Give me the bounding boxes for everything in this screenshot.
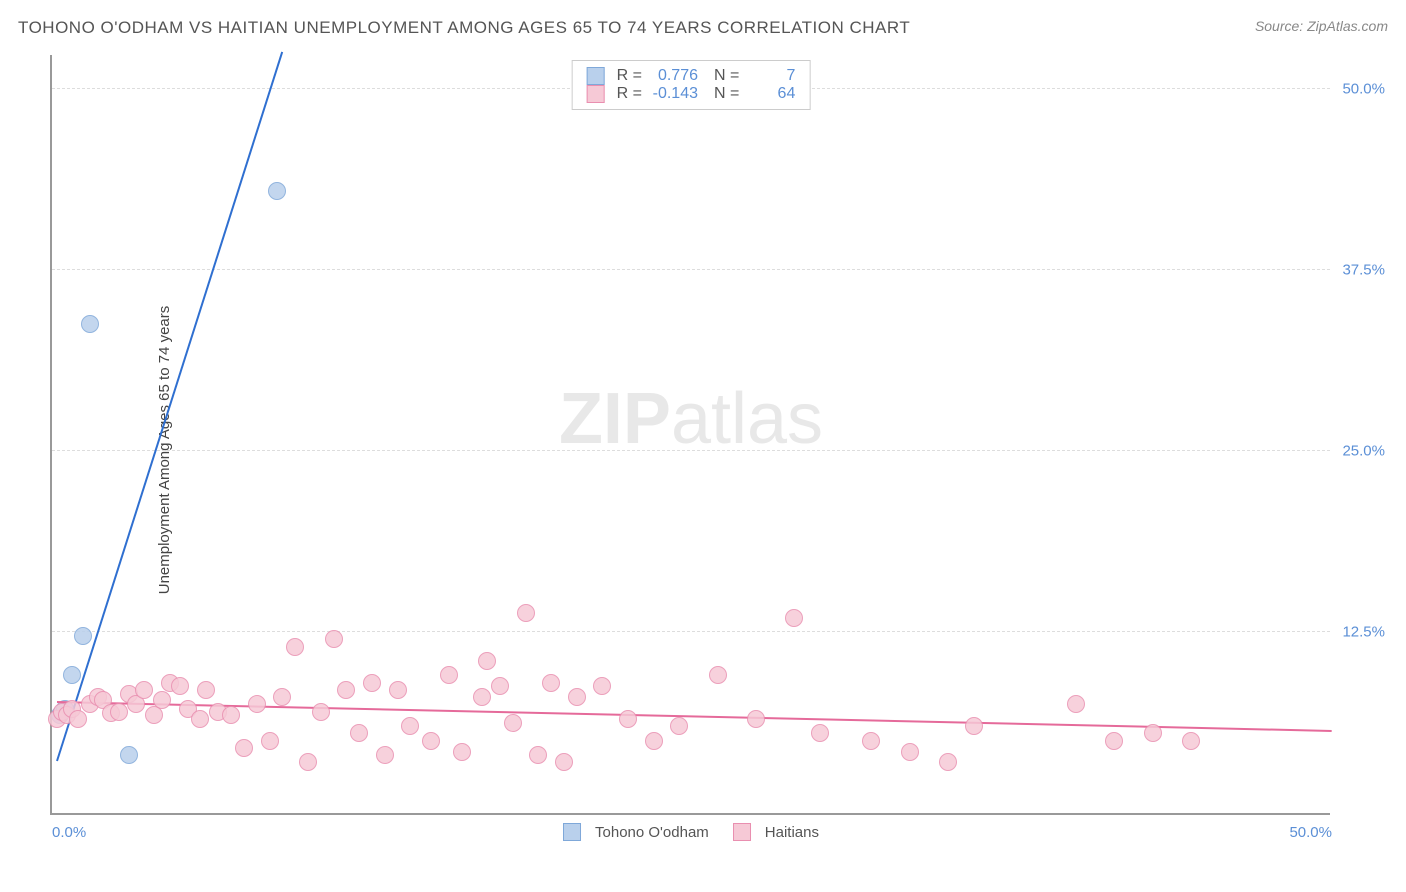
data-point	[862, 732, 880, 750]
data-point	[473, 688, 491, 706]
x-tick-label: 50.0%	[1289, 824, 1332, 841]
data-point	[491, 677, 509, 695]
data-point	[74, 627, 92, 645]
data-point	[504, 714, 522, 732]
watermark: ZIPatlas	[559, 378, 823, 460]
grid-line	[52, 269, 1330, 270]
chart-title: TOHONO O'ODHAM VS HAITIAN UNEMPLOYMENT A…	[18, 18, 910, 38]
data-point	[153, 691, 171, 709]
data-point	[268, 182, 286, 200]
grid-line	[52, 631, 1330, 632]
series-legend: Tohono O'odham Haitians	[563, 823, 819, 841]
legend-swatch-pink	[587, 85, 605, 103]
source-attribution: Source: ZipAtlas.com	[1255, 18, 1388, 34]
legend-r-value: -0.143	[648, 85, 698, 103]
data-point	[376, 746, 394, 764]
legend-n-value: 64	[745, 85, 795, 103]
correlation-legend: R = 0.776 N = 7 R = -0.143 N = 64	[572, 60, 811, 110]
legend-row: R = 0.776 N = 7	[587, 67, 796, 85]
data-point	[171, 677, 189, 695]
data-point	[197, 681, 215, 699]
data-point	[478, 652, 496, 670]
data-point	[529, 746, 547, 764]
data-point	[312, 703, 330, 721]
scatter-plot: ZIPatlas R = 0.776 N = 7 R = -0.143 N = …	[50, 55, 1330, 815]
trend-line	[56, 52, 283, 762]
data-point	[222, 706, 240, 724]
legend-item: Haitians	[733, 823, 819, 841]
data-point	[901, 743, 919, 761]
legend-r-value: 0.776	[648, 67, 698, 85]
y-tick-label: 50.0%	[1342, 81, 1385, 98]
data-point	[401, 717, 419, 735]
data-point	[248, 695, 266, 713]
data-point	[645, 732, 663, 750]
data-point	[63, 666, 81, 684]
y-tick-label: 12.5%	[1342, 624, 1385, 641]
watermark-bold: ZIP	[559, 379, 671, 459]
data-point	[235, 739, 253, 757]
data-point	[1105, 732, 1123, 750]
data-point	[568, 688, 586, 706]
grid-line	[52, 450, 1330, 451]
legend-label: Haitians	[765, 824, 819, 841]
legend-n-label: N =	[714, 85, 739, 103]
data-point	[120, 746, 138, 764]
data-point	[517, 604, 535, 622]
data-point	[1144, 724, 1162, 742]
legend-row: R = -0.143 N = 64	[587, 85, 796, 103]
data-point	[785, 609, 803, 627]
data-point	[542, 674, 560, 692]
data-point	[939, 753, 957, 771]
legend-n-label: N =	[714, 67, 739, 85]
data-point	[670, 717, 688, 735]
data-point	[811, 724, 829, 742]
legend-label: Tohono O'odham	[595, 824, 709, 841]
legend-r-label: R =	[617, 67, 642, 85]
data-point	[325, 630, 343, 648]
data-point	[191, 710, 209, 728]
data-point	[286, 638, 304, 656]
legend-r-label: R =	[617, 85, 642, 103]
legend-item: Tohono O'odham	[563, 823, 709, 841]
data-point	[453, 743, 471, 761]
y-tick-label: 25.0%	[1342, 443, 1385, 460]
data-point	[422, 732, 440, 750]
data-point	[81, 315, 99, 333]
data-point	[350, 724, 368, 742]
legend-swatch-blue	[587, 67, 605, 85]
data-point	[69, 710, 87, 728]
y-tick-label: 37.5%	[1342, 262, 1385, 279]
data-point	[389, 681, 407, 699]
data-point	[110, 703, 128, 721]
data-point	[593, 677, 611, 695]
data-point	[1182, 732, 1200, 750]
data-point	[273, 688, 291, 706]
data-point	[135, 681, 153, 699]
legend-n-value: 7	[745, 67, 795, 85]
data-point	[965, 717, 983, 735]
data-point	[555, 753, 573, 771]
x-tick-label: 0.0%	[52, 824, 86, 841]
data-point	[619, 710, 637, 728]
chart-area: Unemployment Among Ages 65 to 74 years Z…	[50, 55, 1390, 845]
data-point	[299, 753, 317, 771]
data-point	[709, 666, 727, 684]
data-point	[337, 681, 355, 699]
data-point	[261, 732, 279, 750]
legend-swatch-blue	[563, 823, 581, 841]
data-point	[440, 666, 458, 684]
data-point	[363, 674, 381, 692]
data-point	[747, 710, 765, 728]
legend-swatch-pink	[733, 823, 751, 841]
data-point	[1067, 695, 1085, 713]
watermark-rest: atlas	[671, 379, 823, 459]
